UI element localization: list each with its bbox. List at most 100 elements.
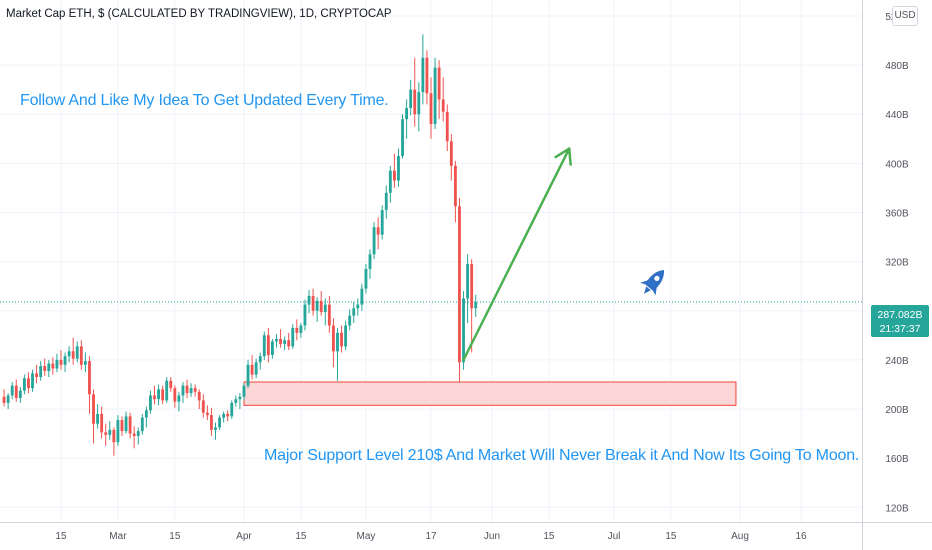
candle-body-49 (201, 400, 205, 413)
x-tick-label-6: 17 (425, 531, 437, 542)
candle-body-112 (458, 206, 461, 363)
price-tag-box (871, 305, 929, 337)
candle-body-70 (287, 340, 291, 347)
candle-body-56 (230, 402, 234, 417)
x-tick-label-3: Apr (236, 531, 252, 542)
candle-body-0 (2, 396, 6, 403)
candle-body-109 (445, 111, 449, 142)
support-zone-layer (243, 381, 737, 406)
candle-body-80 (327, 304, 331, 326)
last-price-tag: 287.082B 21:37:37 (871, 305, 929, 337)
candle-body-94 (384, 192, 388, 211)
candle-body-51 (210, 415, 213, 430)
candle-body-55 (226, 413, 230, 417)
candle-body-71 (291, 327, 295, 347)
candle-body-13 (55, 359, 59, 369)
candle-body-63 (258, 356, 262, 363)
candle-body-86 (352, 308, 356, 316)
x-tick-label-5: May (356, 531, 375, 542)
x-tick-label-11: Aug (731, 531, 749, 542)
candle-body-22 (92, 394, 95, 424)
price-tag-value: 287.082B (878, 309, 923, 321)
x-tick-label-1: Mar (109, 531, 127, 542)
currency-button[interactable]: USD (892, 6, 918, 26)
candle-body-102 (417, 92, 421, 115)
candle-body-61 (250, 364, 254, 375)
price-axis[interactable]: 520B480B440B400B360B320B280B240B200B160B… (862, 0, 910, 550)
candle-body-67 (275, 338, 278, 342)
candle-body-8 (35, 373, 39, 378)
candle-body-60 (246, 364, 250, 386)
chart-title: Market Cap ETH, $ (CALCULATED BY TRADING… (6, 8, 392, 20)
candle-body-103 (421, 57, 425, 93)
price-tag-countdown: 21:37:37 (880, 323, 921, 335)
candle-body-100 (409, 89, 413, 109)
candle-body-111 (453, 165, 457, 207)
y-tick-label-7: 240B (885, 356, 909, 367)
candle-body-29 (120, 420, 124, 432)
candle-body-16 (67, 351, 71, 357)
candle-body-35 (144, 410, 148, 418)
candle-body-76 (311, 296, 315, 311)
candle-body-28 (116, 420, 120, 443)
candle-body-34 (140, 417, 144, 432)
candle-body-25 (104, 432, 108, 435)
candle-body-106 (433, 67, 437, 125)
candle-body-95 (388, 170, 392, 193)
candle-body-33 (136, 431, 140, 437)
candle-body-1 (6, 395, 10, 403)
time-axis[interactable]: 15 Mar 15 Apr 15 May 17 Jun 15 Jul 15 Aug 16 (0, 522, 932, 543)
candle-body-59 (242, 385, 246, 397)
candle-body-42 (173, 388, 177, 402)
x-tick-label-4: 15 (295, 531, 307, 542)
candle-body-44 (181, 385, 185, 396)
candle-body-14 (59, 359, 63, 365)
candle-body-52 (214, 427, 217, 430)
y-tick-label-10: 120B (885, 503, 909, 514)
annotation-follow-note: Follow And Like My Idea To Get Updated E… (20, 92, 389, 109)
candle-body-40 (165, 380, 169, 401)
candle-body-96 (392, 170, 396, 181)
candle-body-64 (262, 335, 266, 357)
candle-body-11 (47, 363, 51, 371)
candle-body-20 (83, 361, 87, 365)
candle-body-101 (413, 89, 417, 115)
support-zone-rect (243, 381, 737, 406)
candle-body-82 (336, 332, 339, 352)
x-tick-label-2: 15 (169, 531, 181, 542)
candle-body-77 (315, 300, 319, 311)
candle-body-115 (470, 264, 474, 309)
candle-body-104 (425, 57, 429, 94)
candle-body-53 (218, 417, 221, 428)
candle-body-69 (283, 340, 287, 344)
x-tick-label-10: 15 (665, 531, 677, 542)
candle-body-74 (303, 304, 307, 326)
y-tick-label-3: 400B (885, 159, 909, 170)
projection-arrow-layer (462, 147, 572, 362)
grid-lines (0, 0, 862, 522)
candle-body-105 (429, 93, 433, 125)
candle-body-41 (169, 380, 173, 389)
y-tick-label-9: 160B (885, 454, 909, 465)
candle-body-78 (319, 300, 323, 312)
candle-body-26 (108, 429, 112, 435)
candle-body-27 (112, 429, 116, 443)
candle-body-107 (437, 67, 441, 100)
candle-body-32 (132, 433, 136, 437)
candle-body-58 (238, 396, 242, 400)
y-tick-label-8: 200B (885, 405, 909, 416)
candle-body-12 (51, 363, 55, 369)
candle-body-21 (88, 361, 91, 395)
candle-body-30 (124, 416, 128, 432)
candles (2, 34, 478, 456)
candle-body-72 (295, 327, 299, 333)
candle-body-2 (10, 385, 14, 396)
candle-body-54 (222, 413, 226, 418)
projection-arrow-line (462, 147, 571, 362)
candle-body-68 (279, 338, 282, 344)
candle-body-79 (323, 304, 327, 312)
candle-body-110 (449, 141, 453, 166)
x-tick-label-0: 15 (55, 531, 67, 542)
candle-body-113 (462, 298, 465, 363)
